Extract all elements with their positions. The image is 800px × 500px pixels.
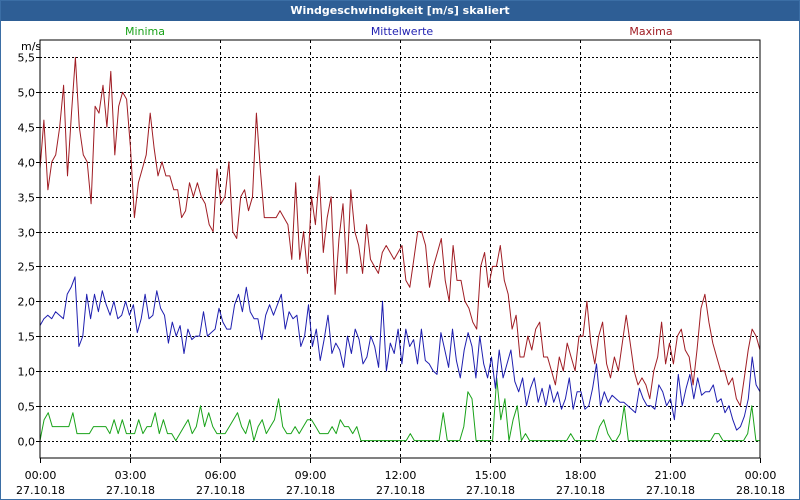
grid-lines xyxy=(40,40,760,458)
legend-maxima: Maxima xyxy=(629,25,672,38)
x-tick-label-date: 27.10.18 xyxy=(106,484,155,497)
x-tick-label-time: 18:00 xyxy=(565,469,597,482)
x-tick-label-time: 12:00 xyxy=(385,469,417,482)
series-line-mittelwerte xyxy=(39,276,761,431)
x-tick-label-date: 27.10.18 xyxy=(286,484,335,497)
y-tick-label: 0,5 xyxy=(18,401,36,414)
x-tick-label-time: 00:00 xyxy=(745,469,777,482)
labels: 0,0 0,5 1,0 1,5 2,0 2,5 3,0 3,5 4,0 4,5 5,0 5,5 00:0… xyxy=(16,25,785,497)
legend-mittelwerte: Mittelwerte xyxy=(371,25,434,38)
y-tick-label: 5,5 xyxy=(18,52,36,65)
x-tick-label-date: 27.10.18 xyxy=(646,484,695,497)
x-tick-label-time: 09:00 xyxy=(295,469,327,482)
y-tick-label: 4,5 xyxy=(18,122,36,135)
series-line-minima xyxy=(39,377,760,442)
y-tick-label: 1,0 xyxy=(18,366,36,379)
x-tick-label-time: 00:00 xyxy=(25,469,57,482)
y-tick-label: 3,5 xyxy=(18,192,36,205)
x-tick-label-date: 28.10.18 xyxy=(736,484,785,497)
x-tick-label-time: 21:00 xyxy=(655,469,687,482)
y-tick-label: 2,0 xyxy=(18,296,36,309)
x-tick-label-date: 27.10.18 xyxy=(196,484,245,497)
y-tick-label: 0,0 xyxy=(18,436,36,449)
x-tick-label-date: 27.10.18 xyxy=(466,484,515,497)
y-tick-label: 4,0 xyxy=(18,157,36,170)
x-tick-label-time: 15:00 xyxy=(475,469,507,482)
y-tick-label: 2,5 xyxy=(18,261,36,274)
series-line-maxima xyxy=(39,56,761,407)
x-tick-label-time: 03:00 xyxy=(115,469,147,482)
x-tick-label-time: 06:00 xyxy=(205,469,237,482)
x-tick-label-date: 27.10.18 xyxy=(376,484,425,497)
y-tick-label: 3,0 xyxy=(18,227,36,240)
x-tick-label-date: 27.10.18 xyxy=(556,484,605,497)
axes xyxy=(36,39,761,463)
y-axis-label: m/s xyxy=(21,40,41,53)
chart-title: Windgeschwindigkeit [m/s] skaliert xyxy=(1,1,799,21)
y-tick-label: 1,5 xyxy=(18,331,36,344)
x-tick-label-date: 27.10.18 xyxy=(16,484,65,497)
legend-minima: Minima xyxy=(125,25,165,38)
y-tick-label: 5,0 xyxy=(18,87,36,100)
series-group xyxy=(39,56,761,442)
